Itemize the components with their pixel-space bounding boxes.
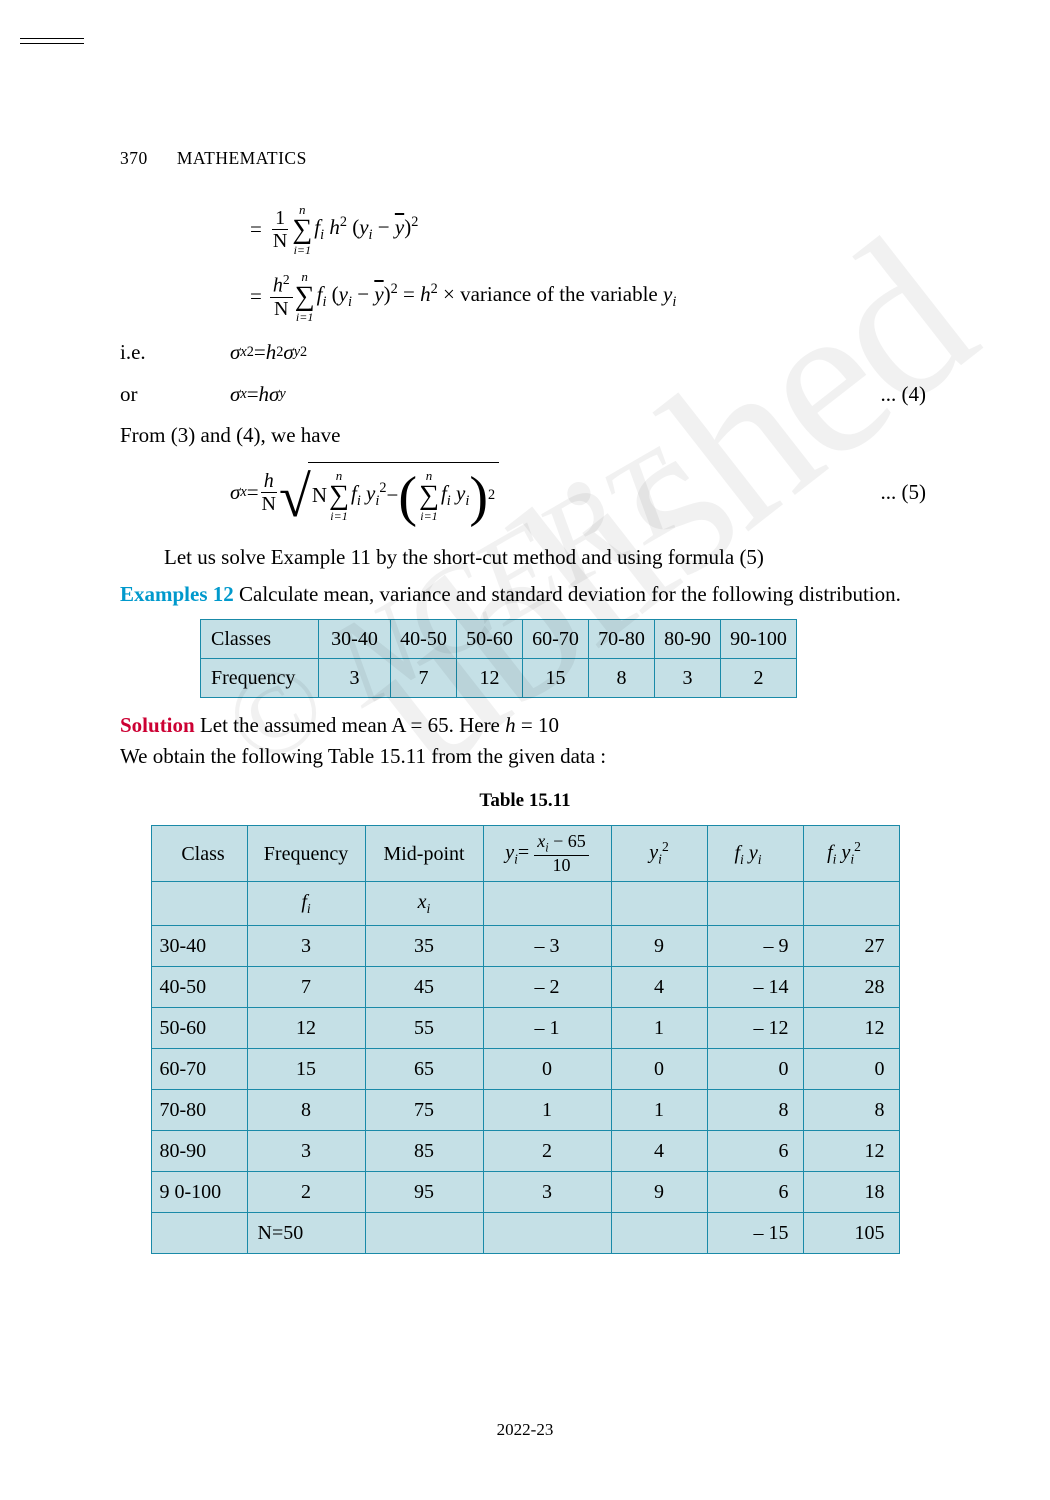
example-12-head: Examples 12 — [120, 582, 234, 606]
equation-5: σx = hN √ N n∑i=1 fi yi2 − ( n∑i=1 fi yi… — [120, 462, 930, 524]
table-caption: Table 15.11 — [120, 787, 930, 816]
table-row: 80-9038524612 — [151, 1130, 899, 1171]
table-row: 70-808751188 — [151, 1089, 899, 1130]
crop-mark — [20, 38, 84, 44]
totals-row: N=50 – 15 105 — [151, 1212, 899, 1253]
solution-head: Solution — [120, 713, 195, 737]
page-footer: 2022-23 — [0, 1420, 1050, 1440]
equation-sigma: or σx = hσy ... (4) — [120, 379, 930, 411]
equation-1: = 1N n∑i=1 fi h2 (yi − y)2 — [120, 203, 930, 256]
page-body: 370 MATHEMATICS = 1N n∑i=1 fi h2 (yi − y… — [0, 0, 1050, 1254]
table-row: 30-40335– 39– 927 — [151, 925, 899, 966]
solution-para: Solution Let the assumed mean A = 65. He… — [120, 710, 930, 773]
table-subheader-row: fi xi — [151, 882, 899, 925]
calculation-table: Class Frequency Mid-point yi= xi − 6510 … — [151, 825, 900, 1253]
table-row: 9 0-10029539618 — [151, 1171, 899, 1212]
subject-name: MATHEMATICS — [177, 148, 307, 168]
from-3-4-text: From (3) and (4), we have — [120, 420, 930, 452]
lead-para: Let us solve Example 11 by the short-cut… — [120, 542, 930, 574]
equation-2: = h2N n∑i=1 fi (yi − y)2 = h2 × variance… — [120, 270, 930, 323]
table-row: 60-7015650000 — [151, 1048, 899, 1089]
example-12: Examples 12 Calculate mean, variance and… — [120, 579, 930, 611]
equation-sigma-sq: i.e. σx2 = h2σy2 — [120, 337, 930, 369]
frequency-row: Frequency 3712 15832 — [201, 658, 797, 697]
eq-tag-4: ... (4) — [881, 379, 931, 411]
table-row: 50-601255– 11– 1212 — [151, 1007, 899, 1048]
eq-tag-5: ... (5) — [881, 477, 931, 509]
page-number: 370 — [120, 145, 172, 171]
classes-row: Classes 30-40 40-50 50-60 60-70 70-80 80… — [201, 619, 797, 658]
table-row: 40-50745– 24– 1428 — [151, 966, 899, 1007]
running-header: 370 MATHEMATICS — [120, 145, 930, 171]
table-header-row: Class Frequency Mid-point yi= xi − 6510 … — [151, 826, 899, 882]
classes-frequency-table: Classes 30-40 40-50 50-60 60-70 70-80 80… — [200, 619, 797, 698]
